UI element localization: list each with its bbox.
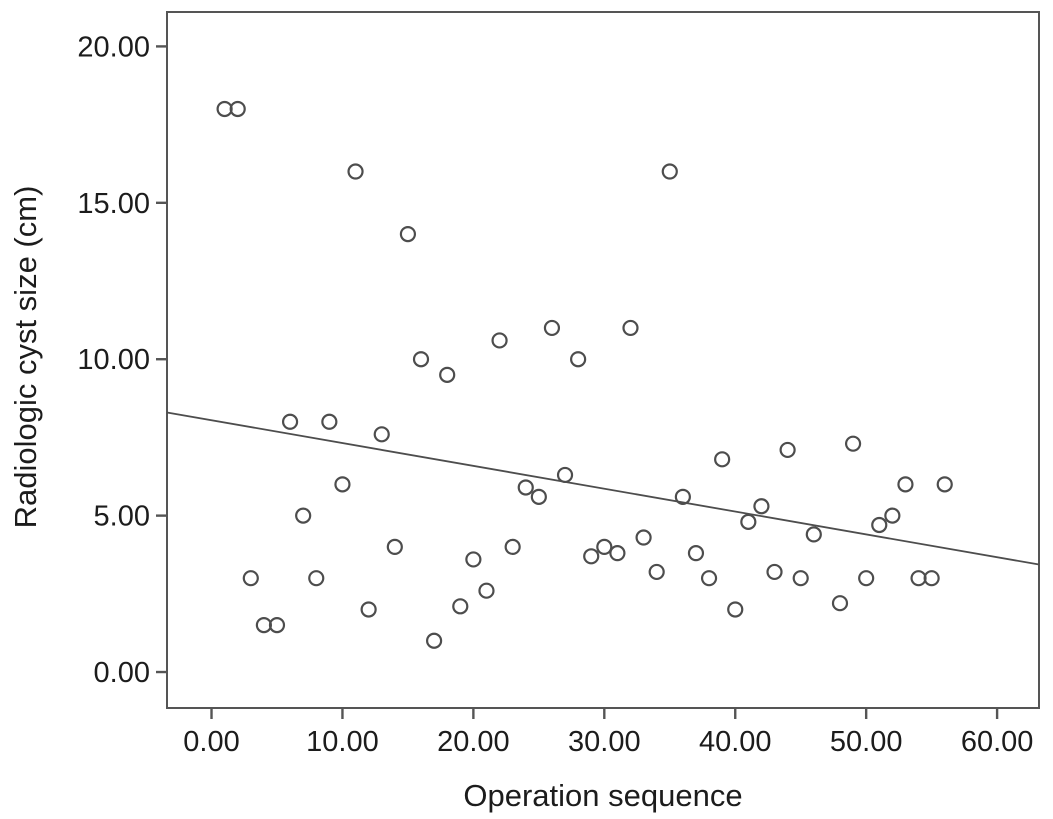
scatter-point	[648, 563, 665, 581]
y-axis-tick-label: 20.00	[77, 31, 150, 63]
scatter-point	[556, 466, 574, 484]
scatter-point	[295, 507, 312, 524]
scatter-point	[321, 413, 338, 430]
y-axis-title: Radiologic cyst size (cm)	[8, 185, 43, 529]
scatter-point	[923, 570, 940, 587]
x-axis-tick-label: 10.00	[306, 726, 379, 758]
plot-frame	[166, 11, 1040, 709]
scatter-point	[570, 351, 587, 368]
trend-line	[166, 411, 1040, 566]
x-axis-tick-label: 0.00	[183, 726, 239, 758]
scatter-point	[727, 601, 744, 618]
scatter-point	[504, 538, 521, 556]
x-axis-tick-label: 20.00	[437, 726, 510, 758]
scatter-point	[674, 488, 691, 505]
y-axis-tick-label: 5.00	[94, 501, 150, 533]
scatter-point	[399, 225, 417, 243]
scatter-point	[308, 570, 325, 587]
scatter-point	[661, 163, 678, 180]
scatter-point	[517, 479, 534, 496]
scatter-point	[465, 551, 482, 568]
scatter-point	[543, 319, 561, 337]
scatter-point	[779, 441, 796, 459]
scatter-point	[596, 538, 613, 556]
scatter-point	[753, 498, 770, 515]
scatter-point	[583, 548, 600, 565]
scatter-point	[609, 545, 626, 562]
scatter-point	[805, 526, 822, 543]
scatter-point	[347, 163, 364, 180]
x-axis-title: Operation sequence	[463, 778, 743, 813]
scatter-point	[491, 332, 508, 349]
y-axis-tick-label: 10.00	[77, 344, 150, 376]
scatter-point	[714, 451, 731, 468]
scatter-point	[740, 513, 757, 530]
scatter-point	[871, 516, 888, 534]
scatter-point	[242, 570, 259, 587]
scatter-point	[687, 545, 705, 562]
scatter-point	[700, 570, 718, 587]
y-axis-tick-label: 15.00	[77, 188, 150, 220]
scatter-point	[360, 601, 377, 618]
scatter-point	[766, 563, 783, 581]
x-axis-tick-label: 30.00	[568, 726, 641, 758]
scatter-point	[229, 100, 246, 118]
scatter-point	[844, 435, 862, 452]
scatter-point	[831, 595, 849, 612]
scatter-point	[334, 476, 351, 493]
scatter-point	[530, 488, 547, 505]
scatter-point	[439, 366, 456, 383]
scatter-point	[373, 426, 390, 443]
scatter-point	[936, 476, 953, 493]
scatter-point	[635, 529, 652, 546]
scatter-point	[268, 617, 286, 634]
scatter-point	[622, 319, 639, 337]
x-axis-tick-label: 40.00	[699, 726, 772, 758]
scatter-point	[281, 413, 299, 430]
scatter-point	[792, 570, 809, 587]
x-axis-tick-label: 60.00	[961, 726, 1034, 758]
scatter-point	[884, 507, 901, 524]
x-axis-tick-label: 50.00	[830, 726, 903, 758]
scatter-point	[425, 632, 443, 649]
scatter-point	[412, 351, 430, 368]
y-axis-tick-label: 0.00	[94, 657, 150, 689]
scatter-point	[478, 582, 495, 599]
scatter-point	[858, 570, 875, 587]
scatter-point	[452, 598, 469, 615]
scatter-point	[386, 538, 403, 556]
scatter-point	[897, 476, 914, 493]
